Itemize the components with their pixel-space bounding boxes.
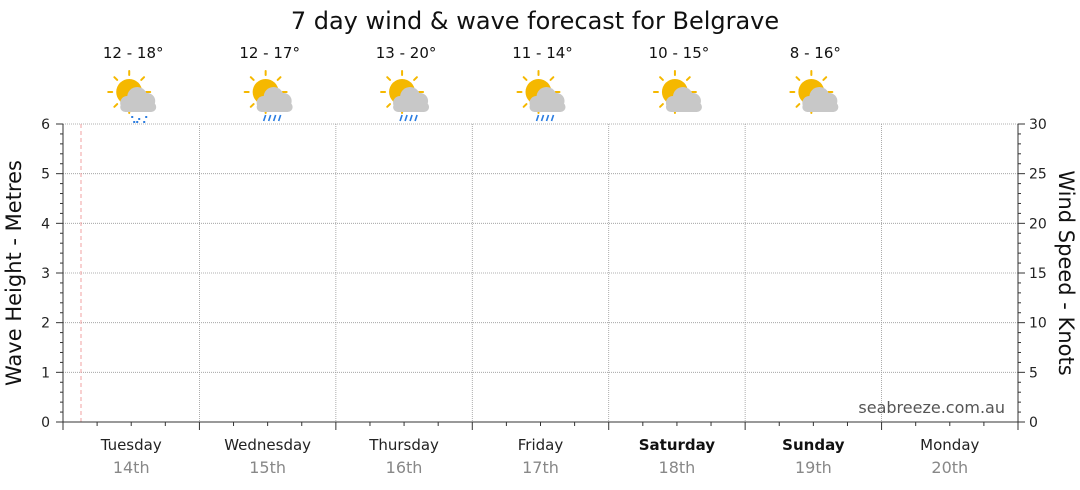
sun-ray: [522, 103, 528, 108]
sun-ray: [549, 76, 555, 81]
sun-ray: [113, 103, 119, 108]
rain-drop: [409, 114, 413, 122]
temperature-range: 13 - 20°: [376, 44, 437, 62]
right-tick-label: 30: [1029, 117, 1047, 133]
plot-area: 0 1 2 3 4 5 6 0 5 10 15 20 25 30: [41, 117, 1047, 431]
shower-drop: [143, 121, 146, 123]
sun-ray: [413, 76, 418, 81]
rain-drop: [550, 114, 555, 122]
rain-drop: [262, 114, 267, 122]
right-tick-label: 5: [1029, 365, 1038, 381]
left-tick-label: 4: [41, 216, 50, 232]
rain-drop: [540, 114, 545, 122]
right-tick-label: 0: [1029, 415, 1038, 431]
sun-ray: [685, 76, 691, 81]
rain-drop: [414, 114, 418, 122]
left-tick-label: 5: [41, 167, 50, 183]
date-label: 17th: [522, 458, 559, 477]
left-tick-label: 1: [41, 365, 50, 381]
cloud-base: [665, 102, 702, 112]
cloud-base: [529, 102, 566, 112]
shower-drop: [138, 118, 141, 120]
rain-drop: [267, 114, 272, 122]
day-label: Sunday: [782, 436, 845, 454]
temperature-range: 12 - 17°: [239, 44, 300, 62]
sun-cloud-icon: [652, 70, 702, 114]
shower-drop: [145, 116, 148, 118]
rain-drop: [535, 114, 540, 122]
sun-cloud-rain-icon: [243, 70, 293, 122]
sun-ray: [822, 76, 828, 81]
date-label: 18th: [659, 458, 696, 477]
date-label: 15th: [249, 458, 286, 477]
watermark: seabreeze.com.au: [858, 398, 1005, 417]
left-tick-label: 3: [41, 266, 50, 282]
sun-ray: [249, 76, 255, 81]
sun-ray: [249, 103, 255, 108]
left-tick-label: 2: [41, 316, 50, 332]
rain-drop: [404, 114, 408, 122]
cloud-base: [256, 102, 293, 112]
sun-cloud-icon: [789, 70, 839, 114]
sun-ray: [659, 76, 664, 81]
date-label: 20th: [931, 458, 968, 477]
date-label: 19th: [795, 458, 832, 477]
left-axis-title: Wave Height - Metres: [2, 160, 26, 386]
sun-ray: [659, 103, 664, 108]
shower-drop: [133, 121, 136, 123]
temperature-range: 11 - 14°: [512, 44, 573, 62]
rain-drop: [545, 114, 550, 122]
sun-ray: [140, 76, 146, 81]
cloud-base: [393, 102, 430, 112]
sun-ray: [276, 76, 282, 81]
sun-ray: [386, 103, 392, 108]
shower-drop: [136, 121, 139, 123]
sun-cloud-rain-icon: [516, 70, 566, 122]
cloud-base: [802, 102, 839, 112]
sun-cloud-showers-icon: [107, 70, 157, 123]
right-tick-label: 20: [1029, 216, 1047, 232]
rain-drop: [277, 114, 282, 122]
temperature-range: 12 - 18°: [103, 44, 164, 62]
shower-drop: [131, 116, 134, 118]
right-tick-label: 10: [1029, 316, 1047, 332]
chart-title: 7 day wind & wave forecast for Belgrave: [291, 7, 779, 35]
sun-ray: [522, 76, 528, 81]
sun-ray: [386, 76, 392, 81]
day-label: Friday: [518, 436, 564, 454]
cloud-base: [120, 102, 157, 112]
right-tick-label: 15: [1029, 266, 1047, 282]
day-label: Wednesday: [224, 436, 311, 454]
temperature-range: 8 - 16°: [790, 44, 841, 62]
sun-ray: [113, 76, 119, 81]
day-label: Tuesday: [100, 436, 162, 454]
left-tick-label: 6: [41, 117, 50, 133]
right-tick-label: 25: [1029, 167, 1047, 183]
sun-cloud-rain-icon: [380, 70, 430, 122]
sun-ray: [795, 103, 801, 108]
date-label: 14th: [113, 458, 150, 477]
rain-drop: [399, 114, 403, 122]
day-label: Saturday: [639, 436, 716, 454]
sun-ray: [795, 76, 801, 81]
right-axis-title: Wind Speed - Knots: [1054, 170, 1078, 375]
temperature-range: 10 - 15°: [649, 44, 710, 62]
date-label: 16th: [386, 458, 423, 477]
day-label: Thursday: [368, 436, 439, 454]
day-label: Monday: [920, 436, 979, 454]
left-tick-label: 0: [41, 415, 50, 431]
rain-drop: [272, 114, 277, 122]
